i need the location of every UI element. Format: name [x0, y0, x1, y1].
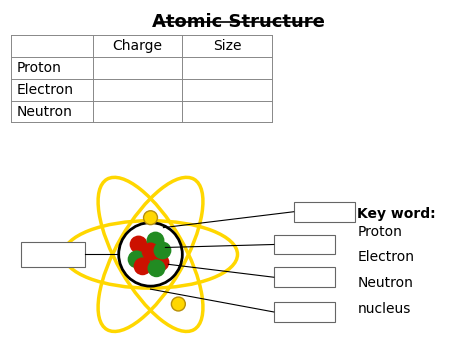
FancyBboxPatch shape	[293, 202, 355, 222]
FancyBboxPatch shape	[273, 234, 335, 255]
FancyBboxPatch shape	[21, 242, 85, 267]
Text: Size: Size	[212, 39, 241, 53]
Circle shape	[64, 247, 78, 261]
Circle shape	[133, 257, 151, 275]
Text: nucleus: nucleus	[357, 302, 410, 316]
Circle shape	[171, 297, 185, 311]
Circle shape	[119, 223, 182, 286]
Circle shape	[146, 232, 164, 250]
Circle shape	[141, 242, 159, 260]
Circle shape	[147, 260, 165, 277]
Text: Electron: Electron	[357, 251, 414, 265]
Text: Proton: Proton	[357, 224, 401, 239]
Text: Key word:: Key word:	[357, 207, 435, 221]
Circle shape	[153, 242, 171, 260]
Text: Proton: Proton	[16, 61, 61, 75]
Text: Charge: Charge	[112, 39, 162, 53]
Circle shape	[151, 253, 169, 271]
Text: Neutron: Neutron	[16, 105, 72, 118]
FancyBboxPatch shape	[273, 267, 335, 287]
FancyBboxPatch shape	[273, 302, 335, 322]
Text: Electron: Electron	[16, 83, 73, 97]
Circle shape	[143, 211, 157, 224]
Circle shape	[128, 251, 145, 268]
Text: Atomic Structure: Atomic Structure	[151, 13, 324, 31]
Circle shape	[129, 236, 147, 253]
Circle shape	[136, 251, 154, 268]
Text: Neutron: Neutron	[357, 276, 412, 290]
